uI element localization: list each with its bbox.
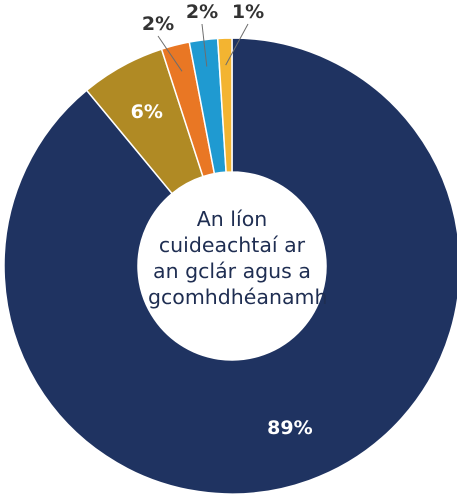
center-label-line: gcomhdhéanamh xyxy=(148,285,328,309)
slice-label: 2% xyxy=(142,13,174,35)
leader-line xyxy=(225,23,249,66)
slice-5 xyxy=(216,37,233,173)
slice-label: 2% xyxy=(186,1,218,23)
leader-line xyxy=(157,35,183,72)
center-label-line: An líon xyxy=(196,207,268,231)
slice-label: 89% xyxy=(267,417,312,439)
center-label: An líon cuideachtaí ar an gclár agus a g… xyxy=(148,206,328,310)
center-label-line: cuideachtaí ar xyxy=(158,233,306,257)
slice-label: 6% xyxy=(131,101,163,123)
slice-1 xyxy=(3,37,457,495)
leader-line xyxy=(201,23,208,67)
center-label-line: an gclár agus a xyxy=(153,259,311,283)
slice-label: 1% xyxy=(232,1,264,23)
